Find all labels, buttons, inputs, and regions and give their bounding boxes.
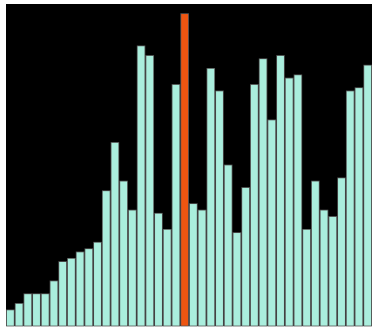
bar xyxy=(189,203,198,327)
bar xyxy=(49,280,59,327)
bar xyxy=(284,77,294,327)
bar xyxy=(14,303,24,327)
plot-background xyxy=(6,4,372,326)
bar xyxy=(6,309,15,327)
bar xyxy=(93,241,102,327)
bar xyxy=(215,90,224,327)
bar xyxy=(58,261,67,327)
bar xyxy=(345,90,355,327)
bar xyxy=(197,209,207,327)
bar xyxy=(223,164,233,327)
bar xyxy=(250,84,259,327)
bar xyxy=(84,248,94,327)
bar xyxy=(154,212,163,327)
bar xyxy=(337,177,346,327)
bar xyxy=(267,119,277,327)
bar xyxy=(145,55,155,327)
bar xyxy=(32,293,41,327)
bar xyxy=(128,209,137,327)
bar xyxy=(276,55,285,327)
bars-group xyxy=(6,13,372,327)
bar xyxy=(75,251,85,327)
bar xyxy=(328,216,338,327)
bar xyxy=(232,232,242,327)
bar xyxy=(101,190,111,327)
bar xyxy=(110,142,120,327)
bar xyxy=(23,293,33,327)
bar xyxy=(162,228,172,327)
bar xyxy=(311,180,320,327)
bar xyxy=(171,84,181,327)
bar xyxy=(319,209,329,327)
bar xyxy=(119,180,128,327)
bar-highlighted xyxy=(180,13,189,327)
bar xyxy=(40,293,50,327)
bar xyxy=(241,187,250,327)
bar xyxy=(354,87,364,327)
bar xyxy=(136,45,146,327)
bar xyxy=(67,257,76,327)
bar xyxy=(258,58,268,327)
bar xyxy=(363,64,372,327)
bar xyxy=(293,74,303,327)
bar xyxy=(206,68,216,327)
bar xyxy=(302,228,311,327)
